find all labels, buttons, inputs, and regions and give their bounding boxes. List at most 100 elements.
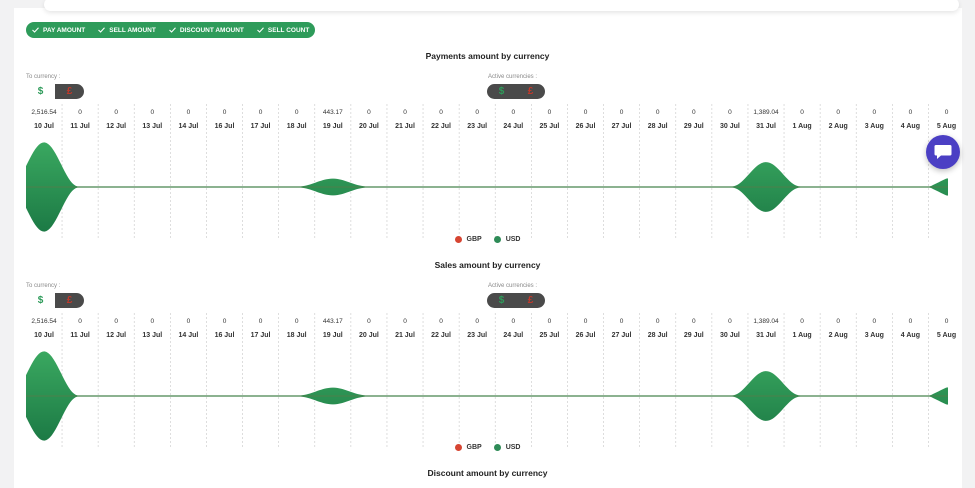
- chart-title: Discount amount by currency: [427, 468, 548, 478]
- legend-item-usd[interactable]: USD: [493, 444, 521, 451]
- chart-title: Sales amount by currency: [434, 260, 541, 270]
- usd-active-option[interactable]: $: [498, 86, 505, 97]
- data-label: 0: [584, 318, 588, 325]
- category-tick-label: 20 Jul: [359, 332, 379, 339]
- data-label: 0: [945, 109, 949, 116]
- category-tick-label: 16 Jul: [215, 123, 235, 130]
- gbp-active-option[interactable]: £: [527, 86, 534, 97]
- legend-swatch: [493, 236, 501, 243]
- data-label: 0: [800, 109, 804, 116]
- data-label: 0: [475, 318, 479, 325]
- category-tick-label: 13 Jul: [142, 332, 162, 339]
- category-tick-label: 10 Jul: [34, 332, 54, 339]
- data-label: 0: [909, 318, 913, 325]
- data-label: 0: [511, 109, 515, 116]
- data-label: 0: [78, 318, 82, 325]
- category-tick-label: 14 Jul: [178, 123, 198, 130]
- data-label: 0: [295, 318, 299, 325]
- category-tick-label: 22 Jul: [431, 332, 451, 339]
- data-label: 0: [78, 109, 82, 116]
- category-tick-label: 12 Jul: [106, 123, 126, 130]
- data-label: 0: [150, 318, 154, 325]
- usd-option[interactable]: $: [26, 293, 55, 308]
- chat-icon: [934, 145, 952, 159]
- category-tick-label: 23 Jul: [467, 123, 487, 130]
- gbp-option[interactable]: £: [55, 293, 84, 308]
- chart-title: Payments amount by currency: [425, 51, 550, 61]
- check-icon: [257, 27, 264, 33]
- category-tick-label: 30 Jul: [720, 332, 740, 339]
- category-tick-label: 11 Jul: [70, 332, 90, 339]
- to-currency-label: To currency :: [26, 283, 61, 289]
- check-icon: [168, 27, 176, 33]
- data-label: 0: [367, 318, 371, 325]
- category-tick-label: 4 Aug: [901, 332, 920, 339]
- category-tick-label: 13 Jul: [142, 123, 162, 130]
- filter-sell-count[interactable]: SELL COUNT: [257, 27, 309, 34]
- filter-discount-amount[interactable]: DISCOUNT AMOUNT: [168, 26, 244, 34]
- data-label: 0: [620, 318, 624, 325]
- active-currencies-toggle[interactable]: $ £: [487, 84, 545, 99]
- category-tick-label: 14 Jul: [178, 332, 198, 339]
- gbp-active-option[interactable]: £: [527, 295, 534, 306]
- category-tick-label: 28 Jul: [648, 123, 668, 130]
- data-label: 0: [692, 109, 696, 116]
- legend-swatch: [454, 444, 462, 451]
- data-label: 0: [223, 109, 227, 116]
- legend-swatch: [454, 236, 462, 243]
- data-label: 0: [511, 318, 515, 325]
- gbp-option[interactable]: £: [55, 84, 84, 99]
- filter-pay-amount[interactable]: PAY AMOUNT: [32, 27, 85, 34]
- legend-item-gbp[interactable]: GBP: [454, 444, 482, 451]
- category-tick-label: 29 Jul: [684, 123, 704, 130]
- data-label: 0: [728, 318, 732, 325]
- legend-label: USD: [505, 444, 521, 451]
- to-currency-label: To currency :: [26, 74, 61, 80]
- filter-label: SELL AMOUNT: [109, 26, 156, 34]
- legend-label: USD: [505, 236, 521, 243]
- legend-item-usd[interactable]: USD: [493, 236, 521, 243]
- chart-legend: GBP USD: [0, 236, 975, 243]
- sales-chart: 2,516.54 10 Jul 0 11 Jul 0 12 Jul 0 13 Jul 0 14 J…: [26, 313, 956, 448]
- category-tick-label: 27 Jul: [612, 123, 632, 130]
- category-tick-label: 31 Jul: [756, 332, 776, 339]
- category-tick-label: 3 Aug: [865, 123, 884, 130]
- category-tick-label: 2 Aug: [829, 332, 848, 339]
- to-currency-toggle[interactable]: $ £: [26, 293, 84, 308]
- data-label: 0: [223, 318, 227, 325]
- category-tick-label: 25 Jul: [539, 123, 559, 130]
- data-label: 0: [403, 318, 407, 325]
- category-tick-label: 19 Jul: [323, 123, 343, 130]
- category-tick-label: 17 Jul: [251, 123, 271, 130]
- category-tick-label: 25 Jul: [539, 332, 559, 339]
- category-tick-label: 20 Jul: [359, 123, 379, 130]
- category-tick-label: 1 Aug: [793, 123, 812, 130]
- to-currency-toggle[interactable]: $ £: [26, 84, 84, 99]
- data-label: 0: [114, 109, 118, 116]
- chat-button[interactable]: [926, 135, 960, 169]
- category-tick-label: 17 Jul: [251, 332, 271, 339]
- category-tick-label: 30 Jul: [720, 123, 740, 130]
- data-label: 0: [403, 109, 407, 116]
- data-label: 0: [872, 318, 876, 325]
- usd-option[interactable]: $: [26, 84, 55, 99]
- active-currencies-label: Active currencies :: [488, 74, 538, 80]
- filter-label: PAY AMOUNT: [43, 26, 86, 34]
- data-label: 0: [872, 109, 876, 116]
- usd-active-option[interactable]: $: [498, 295, 505, 306]
- category-tick-label: 24 Jul: [503, 332, 523, 339]
- filter-sell-amount[interactable]: SELL AMOUNT: [98, 27, 156, 34]
- filter-label: DISCOUNT AMOUNT: [179, 26, 244, 34]
- data-label: 0: [909, 109, 913, 116]
- data-label: 0: [620, 109, 624, 116]
- category-tick-label: 27 Jul: [612, 332, 632, 339]
- data-label: 0: [548, 318, 552, 325]
- active-currencies-toggle[interactable]: $ £: [487, 293, 545, 308]
- data-label: 0: [259, 109, 263, 116]
- category-tick-label: 26 Jul: [576, 123, 596, 130]
- data-label: 0: [836, 109, 840, 116]
- category-tick-label: 5 Aug: [937, 123, 956, 130]
- data-label: 0: [692, 318, 696, 325]
- legend-item-gbp[interactable]: GBP: [454, 236, 482, 243]
- category-tick-label: 3 Aug: [865, 332, 884, 339]
